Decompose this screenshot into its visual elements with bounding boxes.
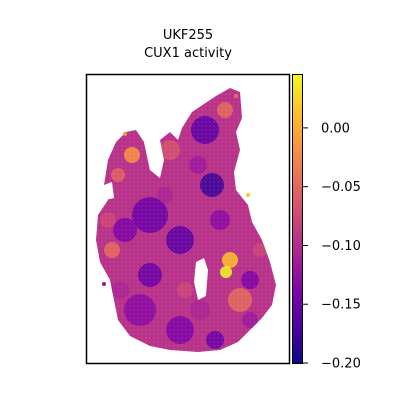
colorbar-tick-label: −0.10 xyxy=(321,239,361,254)
colorbar-tick-label: −0.15 xyxy=(321,298,361,313)
spot xyxy=(123,132,127,136)
colorbar-tick-label: −0.05 xyxy=(321,180,361,195)
colorbar: 0.00 −0.05 −0.10 −0.15 −0.20 xyxy=(292,74,361,372)
colorbar-tick-label: 0.00 xyxy=(321,121,350,136)
colorbar-ticks: 0.00 −0.05 −0.10 −0.15 −0.20 xyxy=(303,121,361,372)
colorbar-tick-label: −0.20 xyxy=(321,357,361,372)
spot xyxy=(246,193,250,197)
chart-title-line1: UKF255 xyxy=(163,28,213,43)
chart-title-line2: CUX1 activity xyxy=(144,46,232,61)
spot xyxy=(102,282,106,286)
spot xyxy=(234,94,238,98)
plot-frame xyxy=(85,73,291,365)
colorbar-gradient xyxy=(292,74,303,364)
spot-map xyxy=(96,88,276,352)
